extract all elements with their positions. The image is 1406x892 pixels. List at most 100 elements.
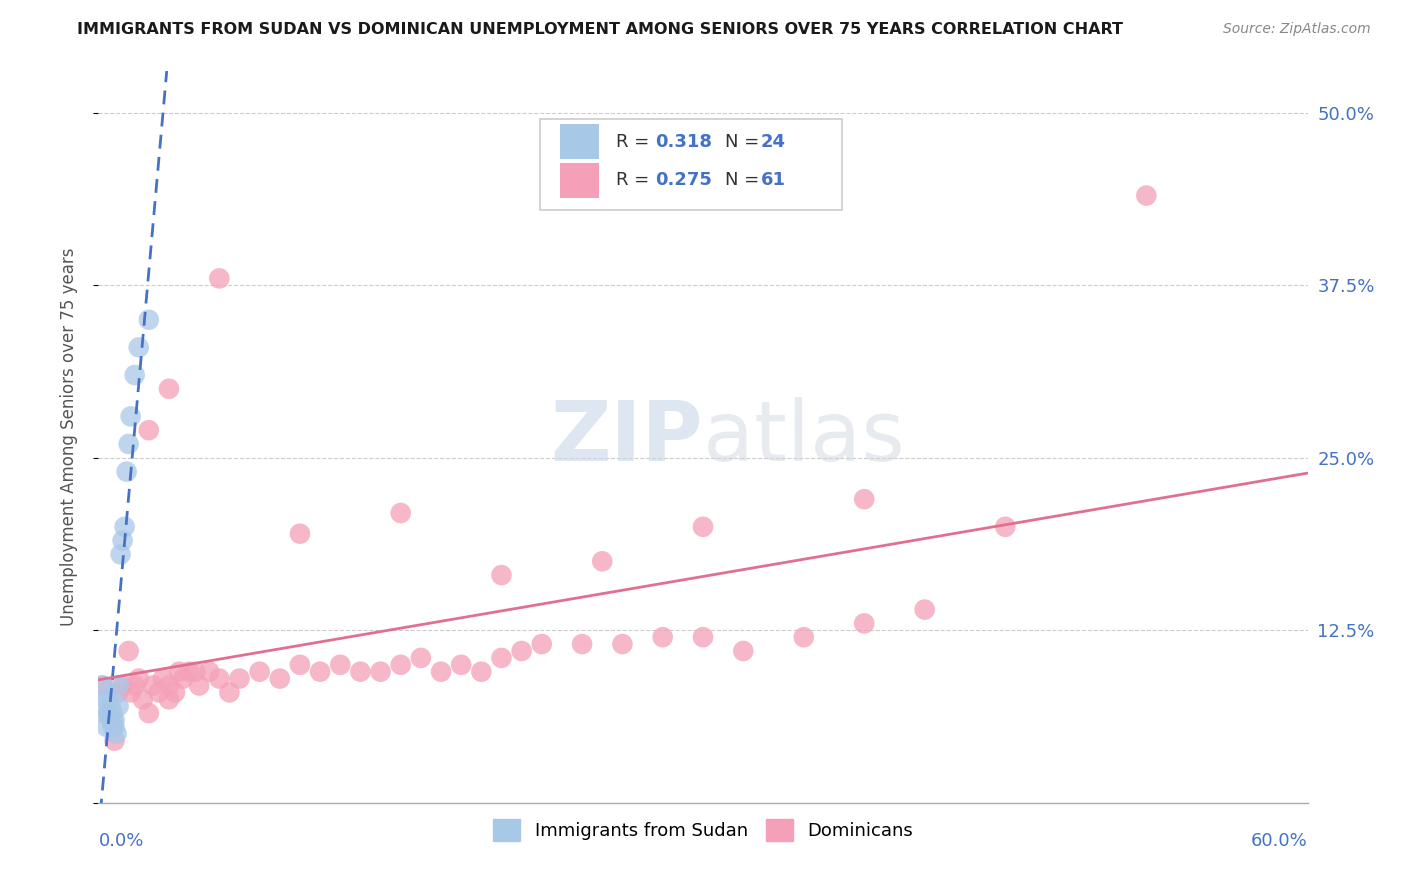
Point (118, 644, 141, 658)
Point (107, 699, 129, 714)
Point (91, 678, 114, 692)
Point (409, 651, 432, 665)
Point (114, 520, 136, 534)
Point (172, 672, 194, 686)
Point (198, 665, 221, 679)
Point (111, 678, 134, 692)
Point (450, 657, 472, 672)
Text: R =: R = (616, 133, 650, 151)
Point (389, 657, 412, 672)
Point (96, 720, 118, 734)
Text: 24: 24 (761, 133, 786, 151)
Point (571, 637, 593, 651)
Point (510, 644, 533, 658)
Point (152, 672, 174, 686)
Point (138, 312, 160, 326)
Point (138, 423, 160, 437)
Point (100, 713, 122, 727)
Legend: Immigrants from Sudan, Dominicans: Immigrants from Sudan, Dominicans (486, 812, 920, 848)
Text: R =: R = (616, 171, 650, 189)
Point (329, 657, 352, 672)
Point (288, 526, 311, 541)
Point (120, 685, 142, 699)
Point (793, 630, 815, 644)
Point (269, 672, 291, 686)
Bar (561, 124, 599, 159)
Point (853, 616, 876, 631)
Point (167, 665, 190, 679)
Point (163, 685, 186, 699)
Point (107, 685, 129, 699)
Point (111, 533, 134, 548)
Point (101, 706, 124, 720)
Point (1135, 188, 1157, 202)
Text: N =: N = (724, 171, 759, 189)
Point (91, 678, 114, 692)
Point (692, 630, 714, 644)
Point (142, 678, 165, 692)
Bar (561, 162, 599, 198)
Point (994, 520, 1017, 534)
Point (118, 437, 141, 451)
Point (249, 665, 271, 679)
Point (914, 602, 936, 616)
Point (107, 678, 129, 692)
Point (103, 713, 125, 727)
Point (188, 678, 211, 692)
Point (132, 692, 155, 706)
Point (651, 630, 673, 644)
Point (530, 637, 553, 651)
Text: IMMIGRANTS FROM SUDAN VS DOMINICAN UNEMPLOYMENT AMONG SENIORS OVER 75 YEARS CORR: IMMIGRANTS FROM SUDAN VS DOMINICAN UNEMP… (77, 22, 1123, 37)
Text: 60.0%: 60.0% (1251, 832, 1308, 850)
Point (733, 644, 755, 658)
Point (148, 685, 170, 699)
Point (93, 706, 115, 720)
Point (96, 692, 118, 706)
Point (101, 720, 124, 734)
Point (128, 340, 150, 354)
Point (97, 706, 120, 720)
Point (288, 657, 311, 672)
Point (179, 665, 201, 679)
Point (491, 651, 513, 665)
Point (157, 692, 180, 706)
Point (97, 692, 120, 706)
Point (128, 672, 150, 686)
Text: N =: N = (724, 133, 759, 151)
Point (218, 685, 240, 699)
Text: atlas: atlas (703, 397, 904, 477)
Point (208, 271, 231, 285)
Point (103, 733, 125, 747)
Point (370, 665, 392, 679)
Point (157, 678, 180, 692)
Point (115, 465, 138, 479)
Point (692, 520, 714, 534)
Text: 0.0%: 0.0% (98, 832, 143, 850)
Point (100, 699, 122, 714)
Point (208, 672, 231, 686)
Point (157, 382, 180, 396)
Point (110, 548, 132, 562)
Text: 0.275: 0.275 (655, 171, 711, 189)
Point (101, 713, 124, 727)
Point (389, 506, 412, 520)
Point (103, 720, 125, 734)
Point (228, 672, 250, 686)
Point (138, 706, 160, 720)
Point (309, 665, 332, 679)
Point (124, 368, 146, 382)
Text: 0.318: 0.318 (655, 133, 711, 151)
Point (853, 492, 876, 507)
Y-axis label: Unemployment Among Seniors over 75 years: Unemployment Among Seniors over 75 years (59, 248, 77, 626)
Point (184, 665, 207, 679)
Point (97, 706, 120, 720)
Point (470, 665, 492, 679)
Point (430, 665, 453, 679)
Point (591, 554, 613, 568)
Point (124, 678, 146, 692)
Point (491, 568, 513, 582)
Point (612, 637, 634, 651)
Text: ZIP: ZIP (551, 397, 703, 477)
FancyBboxPatch shape (540, 119, 842, 211)
Point (120, 409, 142, 424)
